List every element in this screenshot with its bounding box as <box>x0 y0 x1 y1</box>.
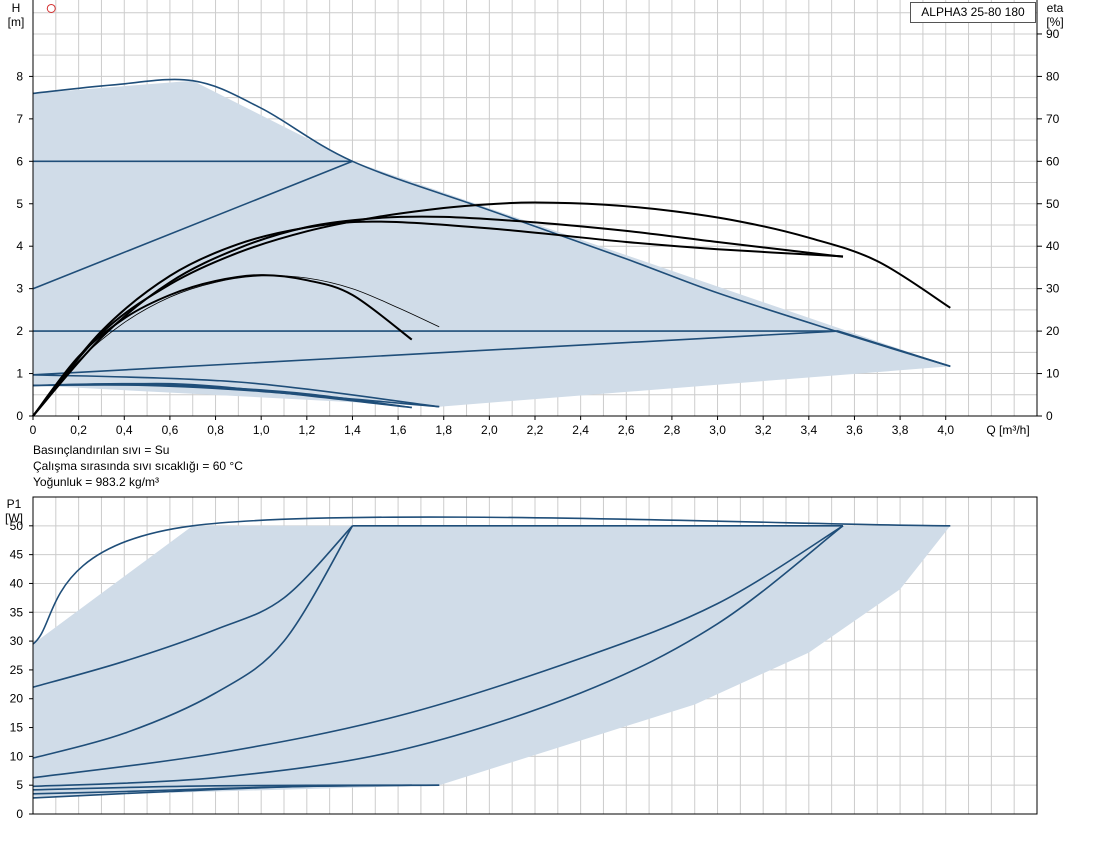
x-tick-label: 0,8 <box>207 423 224 437</box>
x-tick-label: 2,6 <box>618 423 635 437</box>
y2-tick-label: 40 <box>1046 239 1060 253</box>
x-tick-label: 4,0 <box>937 423 954 437</box>
operating-range-area <box>33 80 951 407</box>
x-tick-label: 0,4 <box>116 423 133 437</box>
x-tick-label: 0,6 <box>162 423 179 437</box>
efficiency-curve <box>32 274 413 417</box>
head-curve <box>32 374 440 408</box>
x-tick-label: 1,6 <box>390 423 407 437</box>
operating-range-area <box>33 525 951 797</box>
x-tick-label: 0 <box>30 423 37 437</box>
y-tick-label: 20 <box>10 692 24 706</box>
x-tick-label: 2,2 <box>527 423 544 437</box>
x-tick-label: 2,0 <box>481 423 498 437</box>
y-tick-label: 1 <box>16 367 23 381</box>
y-tick-label: 5 <box>16 197 23 211</box>
y-axis-unit: [m] <box>8 15 25 29</box>
efficiency-curve <box>32 215 844 417</box>
head-curve <box>32 384 440 408</box>
y2-tick-label: 60 <box>1046 154 1060 168</box>
y-tick-label: 0 <box>16 807 23 821</box>
y-axis-label: P1 <box>7 497 22 511</box>
plot-frame <box>32 496 1038 815</box>
power-curve <box>32 525 354 759</box>
y-tick-label: 5 <box>16 778 23 792</box>
x-tick-label: 3,6 <box>846 423 863 437</box>
efficiency-curve <box>32 201 951 417</box>
y-tick-label: 8 <box>16 69 23 83</box>
y-tick-label: 3 <box>16 282 23 296</box>
x-tick-label: 1,4 <box>344 423 361 437</box>
y2-tick-label: 0 <box>1046 409 1053 423</box>
power-curve <box>32 525 354 688</box>
x-tick-label: 1,0 <box>253 423 270 437</box>
power-plot: 0 5 10 15 20 25 30 35 40 45 50 P1[W] <box>5 496 1038 821</box>
power-curve <box>32 525 844 788</box>
y-tick-label: 0 <box>16 409 23 423</box>
y-tick-label: 40 <box>10 576 24 590</box>
x-tick-label: 3,2 <box>755 423 772 437</box>
head-curve <box>838 330 951 368</box>
power-curve <box>32 784 440 791</box>
y-tick-label: 25 <box>10 663 24 677</box>
x-tick-label: 0,2 <box>70 423 87 437</box>
y2-tick-label: 50 <box>1046 197 1060 211</box>
efficiency-curve <box>32 275 440 417</box>
efficiency-curve <box>32 220 844 417</box>
x-tick-label: 1,2 <box>298 423 315 437</box>
y2-tick-label: 30 <box>1046 282 1060 296</box>
y-axis-label: H <box>12 1 21 15</box>
y-tick-label: 6 <box>16 154 23 168</box>
y2-tick-label: 80 <box>1046 69 1060 83</box>
y-axis-unit: [W] <box>5 511 23 525</box>
temperature-note: Çalışma sırasında sıvı sıcaklığı = 60 °C <box>33 459 243 473</box>
head-curve <box>32 78 951 368</box>
x-tick-label: 3,4 <box>800 423 817 437</box>
fluid-note: Basınçlandırılan sıvı = Su <box>33 443 170 457</box>
x-tick-label: 3,0 <box>709 423 726 437</box>
head-curve <box>32 382 412 409</box>
head-curve <box>32 160 353 290</box>
x-axis-label: Q [m³/h] <box>986 423 1029 437</box>
x-tick-label: 1,8 <box>435 423 452 437</box>
y2-axis-unit: [%] <box>1046 15 1063 29</box>
y-tick-label: 7 <box>16 112 23 126</box>
head-efficiency-plot: 0 0,2 0,4 0,6 0,8 1,0 1,2 1,4 1,6 1,8 2,0 2,2 2,4 2,6… <box>8 0 1064 437</box>
y2-tick-label: 10 <box>1046 367 1060 381</box>
y-tick-label: 35 <box>10 605 24 619</box>
x-tick-label: 2,4 <box>572 423 589 437</box>
y2-tick-label: 20 <box>1046 324 1060 338</box>
y-tick-label: 10 <box>10 749 24 763</box>
y-tick-label: 45 <box>10 548 24 562</box>
y-tick-label: 2 <box>16 324 23 338</box>
density-note: Yoğunluk = 983.2 kg/m³ <box>33 475 159 489</box>
y-tick-label: 15 <box>10 721 24 735</box>
y-tick-label: 50 <box>10 519 24 533</box>
x-tick-label: 2,8 <box>664 423 681 437</box>
pump-model-label: ALPHA3 25-80 180 <box>910 2 1036 23</box>
operating-point-marker <box>46 3 56 13</box>
y2-axis-label: eta <box>1047 1 1064 15</box>
y2-tick-label: 90 <box>1046 27 1060 41</box>
y2-tick-label: 70 <box>1046 112 1060 126</box>
y-tick-label: 30 <box>10 634 24 648</box>
power-curve <box>32 516 951 645</box>
power-curve <box>32 525 844 779</box>
y-tick-label: 4 <box>16 239 23 253</box>
x-tick-label: 3,8 <box>892 423 909 437</box>
head-curve <box>32 330 839 376</box>
